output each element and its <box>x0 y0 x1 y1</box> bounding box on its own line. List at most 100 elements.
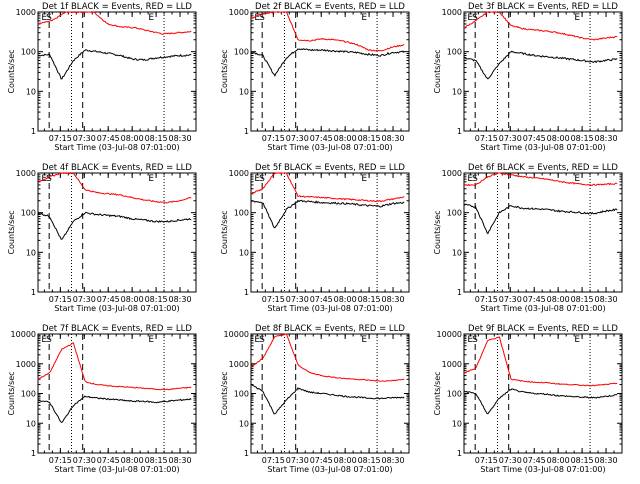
panel-title: Det 7f BLACK = Events, RED = LLD <box>42 324 192 334</box>
y-axis-label: Counts/sec <box>433 371 442 415</box>
x-tick-label: 08:15 <box>145 456 168 465</box>
x-tick-label: 07:30 <box>286 456 309 465</box>
y-tick-label: 1000 <box>442 8 462 17</box>
x-tick-label: 08:00 <box>121 134 144 143</box>
event-marker-label: E <box>148 13 154 23</box>
x-tick-label: 07:15 <box>262 134 285 143</box>
y-axis-label: Counts/sec <box>220 210 229 254</box>
event-marker-label: E <box>467 174 473 184</box>
events-series-line <box>463 388 618 415</box>
plot-frame <box>37 11 197 132</box>
x-axis-label: Start Time (03-Jul-08 07:01:00) <box>54 143 179 152</box>
x-tick-label: 07:15 <box>49 295 72 304</box>
panel-title: Det 9f BLACK = Events, RED = LLD <box>468 324 618 334</box>
detector-panel-9: Det 9f BLACK = Events, RED = LLD 1 10 100 10… <box>433 324 623 474</box>
x-tick-label: 08:30 <box>595 134 618 143</box>
y-tick-label: 1 <box>244 127 249 136</box>
event-marker-label: E <box>361 174 367 184</box>
x-tick-label: 07:45 <box>310 134 333 143</box>
y-tick-label: 100 <box>21 390 36 399</box>
y-axis-label: Counts/sec <box>433 49 442 93</box>
panel-title: Det 2f BLACK = Events, RED = LLD <box>255 2 405 12</box>
x-tick-label: 08:00 <box>334 456 357 465</box>
event-marker-label: S <box>46 13 52 23</box>
y-tick-label: 10 <box>452 87 462 96</box>
event-marker-label: E <box>148 174 154 184</box>
x-tick-label: 08:15 <box>358 134 381 143</box>
event-marker-label: S <box>259 174 265 184</box>
x-tick-label: 07:15 <box>262 456 285 465</box>
x-tick-label: 08:00 <box>121 456 144 465</box>
event-marker-label: S <box>472 174 478 184</box>
event-marker-label: E <box>361 13 367 23</box>
x-tick-label: 08:00 <box>547 456 570 465</box>
event-marker-label: E <box>254 174 260 184</box>
detector-panel-4: Det 4f BLACK = Events, RED = LLD 1 10 100 10… <box>7 163 197 313</box>
x-tick-label: 07:15 <box>475 134 498 143</box>
event-marker-label: E <box>148 335 154 345</box>
y-tick-label: 1000 <box>16 8 36 17</box>
x-tick-label: 08:30 <box>382 295 405 304</box>
event-marker-label: S <box>46 335 52 345</box>
x-tick-label: 07:45 <box>523 295 546 304</box>
y-tick-label: 10000 <box>224 330 249 339</box>
event-marker-label: E <box>254 335 260 345</box>
x-tick-label: 08:30 <box>595 295 618 304</box>
event-marker-label: E <box>574 13 580 23</box>
y-tick-label: 10 <box>26 87 36 96</box>
plot-frame <box>37 333 197 454</box>
x-axis-label: Start Time (03-Jul-08 07:01:00) <box>267 143 392 152</box>
x-tick-label: 07:15 <box>475 295 498 304</box>
x-axis-label: Start Time (03-Jul-08 07:01:00) <box>480 465 605 474</box>
y-tick-label: 100 <box>447 209 462 218</box>
panel-title: Det 5f BLACK = Events, RED = LLD <box>255 163 405 173</box>
lld-series-line <box>250 172 405 203</box>
event-marker-label: E <box>574 174 580 184</box>
plot-frame <box>37 172 197 293</box>
x-tick-label: 08:15 <box>571 295 594 304</box>
detector-panel-1: Det 1f BLACK = Events, RED = LLD 1 10 100 10… <box>7 2 197 152</box>
y-tick-label: 10 <box>239 87 249 96</box>
x-axis-label: Start Time (03-Jul-08 07:01:00) <box>480 304 605 313</box>
y-tick-label: 10 <box>239 248 249 257</box>
event-marker-label: S <box>259 13 265 23</box>
x-axis-label: Start Time (03-Jul-08 07:01:00) <box>480 143 605 152</box>
y-tick-label: 1 <box>31 288 36 297</box>
event-marker-label: S <box>472 335 478 345</box>
y-tick-label: 1000 <box>229 8 249 17</box>
event-marker-label: S <box>46 174 52 184</box>
y-tick-label: 10 <box>26 419 36 428</box>
x-tick-label: 07:45 <box>523 456 546 465</box>
y-tick-label: 1000 <box>229 169 249 178</box>
y-tick-label: 100 <box>234 48 249 57</box>
detector-panel-8: Det 8f BLACK = Events, RED = LLD 1 10 100 10… <box>220 324 410 474</box>
y-tick-label: 1000 <box>16 169 36 178</box>
x-tick-label: 08:15 <box>145 295 168 304</box>
event-marker-label: S <box>472 13 478 23</box>
x-tick-label: 08:00 <box>547 295 570 304</box>
panel-title: Det 4f BLACK = Events, RED = LLD <box>42 163 192 173</box>
plot-frame <box>250 172 410 293</box>
x-tick-label: 07:45 <box>310 295 333 304</box>
events-series-line <box>37 49 192 80</box>
y-axis-label: Counts/sec <box>220 371 229 415</box>
x-tick-label: 08:30 <box>595 456 618 465</box>
x-tick-label: 07:30 <box>499 295 522 304</box>
y-tick-label: 1 <box>457 288 462 297</box>
lld-series-line <box>37 342 192 391</box>
x-tick-label: 07:15 <box>262 295 285 304</box>
lld-series-line <box>463 172 618 187</box>
plot-frame <box>250 11 410 132</box>
events-series-line <box>250 48 405 77</box>
detector-panel-5: Det 5f BLACK = Events, RED = LLD 1 10 100 10… <box>220 163 410 313</box>
x-tick-label: 07:45 <box>523 134 546 143</box>
y-tick-label: 100 <box>21 48 36 57</box>
x-tick-label: 08:15 <box>571 456 594 465</box>
detector-panel-3: Det 3f BLACK = Events, RED = LLD 1 10 100 10… <box>433 2 623 152</box>
x-tick-label: 08:30 <box>169 134 192 143</box>
event-marker-label: E <box>41 13 47 23</box>
x-tick-label: 08:15 <box>145 134 168 143</box>
event-marker-label: S <box>259 335 265 345</box>
y-tick-label: 1000 <box>442 169 462 178</box>
